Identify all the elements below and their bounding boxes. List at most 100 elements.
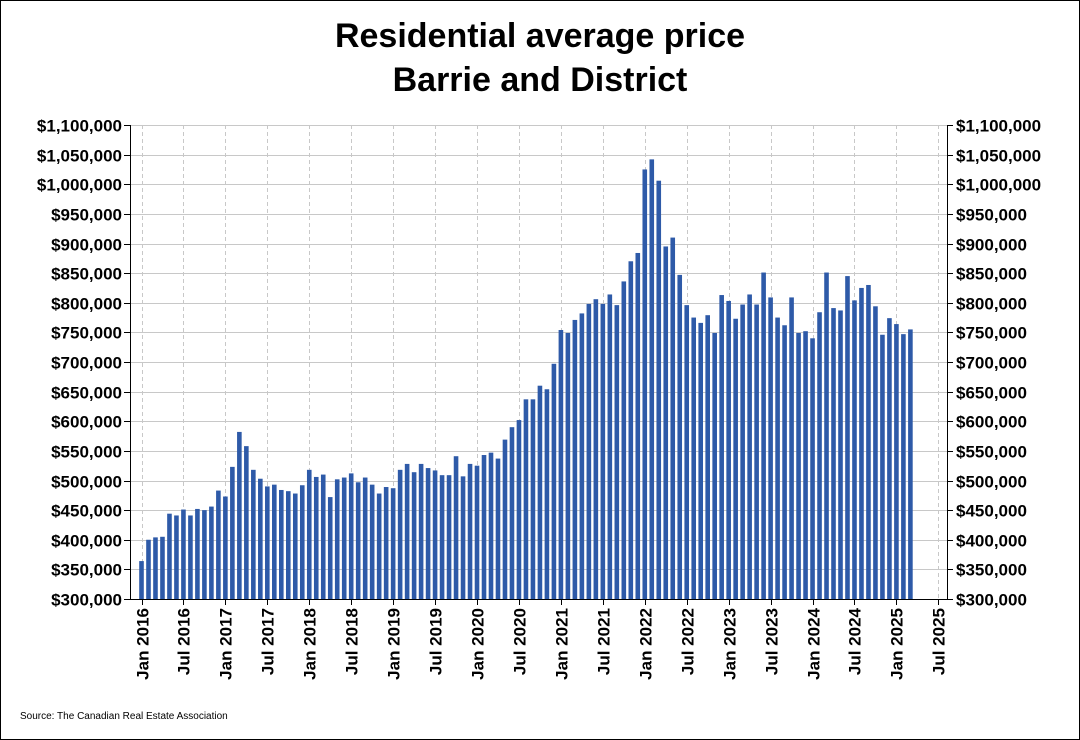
- bar: [698, 322, 703, 599]
- bar: [153, 537, 158, 599]
- bar: [789, 297, 794, 599]
- y-tick-label-right: $400,000: [956, 532, 1027, 551]
- bar: [502, 439, 508, 599]
- bar: [558, 330, 564, 599]
- x-tick-label: Jul 2024: [846, 607, 865, 675]
- bar: [320, 474, 326, 599]
- bar: [824, 272, 829, 599]
- y-tick-label-right: $1,100,000: [956, 117, 1041, 136]
- bar: [285, 491, 291, 599]
- y-tick-label-left: $600,000: [51, 413, 122, 432]
- x-tick-label: Jan 2020: [469, 608, 488, 680]
- x-tick-label: Jan 2025: [888, 608, 907, 680]
- bar: [614, 305, 620, 599]
- y-tick-label-left: $750,000: [51, 324, 122, 343]
- bar: [817, 312, 822, 599]
- bar: [432, 470, 438, 599]
- bar: [425, 468, 431, 599]
- bar: [600, 303, 606, 599]
- x-tick-label: Jan 2022: [637, 608, 656, 680]
- x-tick-label: Jul 2019: [427, 608, 446, 675]
- x-tick-label: Jan 2024: [805, 607, 824, 679]
- bar: [754, 304, 759, 599]
- bar: [782, 325, 787, 599]
- x-tick-label: Jan 2019: [385, 608, 404, 680]
- bar: [467, 463, 473, 599]
- bar: [174, 515, 179, 599]
- bar: [195, 508, 200, 599]
- bar: [404, 463, 410, 599]
- bar: [635, 252, 641, 600]
- bar: [237, 431, 242, 599]
- bar: [656, 180, 662, 599]
- y-tick-label-left: $800,000: [51, 295, 122, 314]
- x-tick-label: Jul 2022: [679, 608, 698, 675]
- y-tick-label-left: $950,000: [51, 206, 122, 225]
- y-tick-label-left: $1,000,000: [37, 176, 122, 195]
- chart-title-line-1: Residential average price: [334, 17, 746, 55]
- bars-layer: [139, 159, 913, 600]
- bar: [334, 479, 340, 599]
- bar: [838, 310, 843, 599]
- bar: [306, 469, 312, 599]
- bar: [453, 456, 459, 599]
- bar: [244, 446, 249, 599]
- axes-layer: [124, 125, 953, 605]
- bar: [446, 475, 452, 599]
- y-tick-label-left: $450,000: [51, 502, 122, 521]
- bar: [670, 237, 676, 599]
- bar: [390, 488, 396, 599]
- bar: [460, 476, 466, 599]
- bar: [495, 458, 501, 599]
- bar: [810, 338, 815, 599]
- bar: [216, 490, 221, 599]
- bar: [411, 472, 417, 599]
- bar: [565, 332, 571, 599]
- bar: [299, 485, 305, 599]
- bar: [628, 261, 634, 599]
- bar: [188, 515, 193, 599]
- bar: [726, 300, 731, 599]
- bar: [894, 324, 899, 599]
- bar: [181, 509, 186, 599]
- y-tick-label-right: $500,000: [956, 473, 1027, 492]
- bar: [880, 334, 885, 599]
- y-tick-label-right: $850,000: [956, 265, 1027, 284]
- bar: [747, 294, 752, 599]
- x-tick-label: Jul 2025: [930, 608, 949, 675]
- y-tick-label-right: $700,000: [956, 354, 1027, 373]
- bar: [887, 318, 892, 599]
- y-tick-label-right: $1,050,000: [956, 147, 1041, 166]
- bar: [265, 486, 270, 599]
- x-tick-label: Jul 2018: [343, 608, 362, 675]
- bar: [719, 295, 724, 599]
- x-tick-label: Jan 2016: [134, 608, 153, 680]
- source-note: Source: The Canadian Real Estate Associa…: [20, 711, 228, 722]
- bar: [544, 389, 550, 599]
- y-tick-label-left: $500,000: [51, 473, 122, 492]
- bar: [768, 297, 773, 599]
- x-tick-label: Jul 2017: [259, 608, 278, 675]
- bar: [292, 493, 298, 599]
- bar: [852, 300, 857, 599]
- bar: [831, 308, 836, 599]
- bar: [279, 489, 284, 599]
- bar: [383, 487, 389, 599]
- y-tick-label-right: $750,000: [956, 324, 1027, 343]
- bar: [341, 477, 347, 599]
- x-tick-label: Jul 2016: [175, 608, 194, 675]
- bar: [474, 465, 480, 599]
- y-tick-label-left: $900,000: [51, 236, 122, 255]
- y-tick-label-right: $650,000: [956, 384, 1027, 403]
- y-tick-label-right: $600,000: [956, 413, 1027, 432]
- chart-title: Residential average price Barrie and Dis…: [0, 14, 1080, 102]
- x-tick-label: Jul 2021: [595, 608, 614, 675]
- bar: [481, 455, 487, 599]
- bar: [908, 329, 913, 599]
- bar: [397, 469, 403, 599]
- bar: [677, 274, 683, 599]
- bar: [845, 276, 850, 599]
- bar: [230, 466, 235, 599]
- bar: [803, 331, 808, 599]
